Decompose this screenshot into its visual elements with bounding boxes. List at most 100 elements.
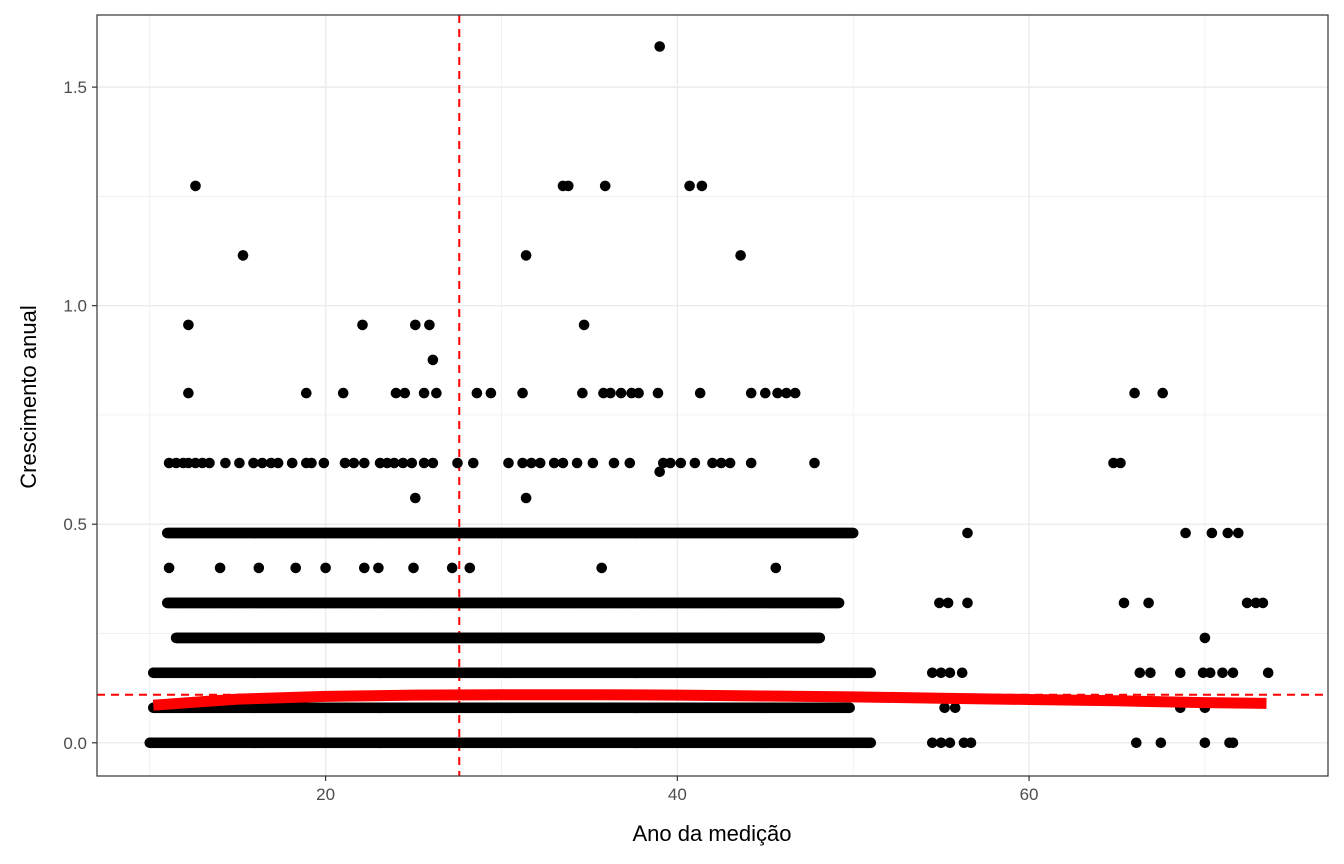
data-point: [1227, 737, 1239, 749]
data-point: [1115, 457, 1126, 469]
data-point: [599, 180, 611, 192]
data-point: [571, 457, 583, 469]
data-point: [427, 457, 439, 469]
data-point: [1199, 737, 1211, 749]
data-point: [163, 562, 175, 574]
data-point: [934, 597, 945, 609]
data-point: [696, 180, 708, 192]
data-point: [290, 562, 302, 574]
data-point: [935, 737, 947, 749]
reference-lines: [97, 15, 1328, 776]
data-point: [942, 597, 954, 609]
data-point: [399, 387, 411, 399]
data-point: [944, 667, 956, 679]
data-point: [760, 387, 771, 399]
data-point: [485, 387, 497, 399]
x-tick-label: 60: [1020, 785, 1039, 804]
data-point: [1206, 527, 1218, 539]
y-axis-title: Crescimento anual: [16, 305, 41, 488]
data-point: [1204, 667, 1216, 679]
plot-panel-border: [96, 14, 1329, 777]
data-point: [927, 667, 938, 679]
y-tick-label: 1.0: [63, 297, 87, 316]
data-point: [965, 737, 977, 749]
data-point: [234, 457, 245, 469]
data-point: [789, 387, 801, 399]
data-point: [596, 562, 607, 574]
data-point: [847, 527, 859, 539]
y-tick-label: 0.5: [63, 515, 87, 534]
data-point: [301, 387, 312, 399]
data-point: [1233, 527, 1244, 539]
data-point: [410, 319, 421, 331]
data-point: [781, 387, 792, 399]
data-point: [745, 387, 757, 399]
data-point: [684, 180, 695, 192]
data-point: [452, 457, 463, 469]
data-point: [1180, 527, 1191, 539]
data-point: [408, 562, 419, 574]
smooth-curve-layer: [152, 689, 1267, 711]
data-point: [652, 387, 664, 399]
data-point: [1157, 387, 1168, 399]
data-point: [237, 250, 249, 261]
data-point: [388, 457, 400, 469]
data-point: [286, 457, 298, 469]
data-point: [418, 387, 430, 399]
data-point: [357, 319, 368, 331]
data-point: [534, 457, 546, 469]
data-point: [320, 562, 331, 574]
data-point: [1129, 387, 1140, 399]
data-point: [390, 387, 402, 399]
data-point: [1222, 527, 1234, 539]
data-point: [654, 466, 665, 478]
data-point: [410, 492, 421, 504]
data-point: [927, 737, 938, 749]
data-point: [526, 457, 537, 469]
data-point: [956, 667, 968, 679]
data-point: [1131, 737, 1142, 749]
data-point: [183, 319, 194, 331]
data-point: [1262, 667, 1274, 679]
data-point: [373, 562, 384, 574]
data-point: [1241, 597, 1253, 609]
data-point: [633, 387, 644, 399]
data-point: [253, 562, 265, 574]
data-point: [770, 562, 782, 574]
data-point: [809, 457, 820, 469]
data-point: [318, 457, 330, 469]
data-point: [1199, 632, 1211, 644]
data-point: [745, 457, 757, 469]
data-point: [183, 387, 194, 399]
data-point: [865, 667, 877, 679]
data-point: [520, 250, 532, 261]
data-point: [348, 457, 360, 469]
data-point: [615, 387, 627, 399]
x-tick-label: 20: [316, 785, 335, 804]
plot-panel-background: [97, 15, 1328, 776]
data-point: [665, 457, 676, 469]
data-point: [624, 457, 636, 469]
data-point: [548, 457, 560, 469]
data-point: [694, 387, 706, 399]
y-axis: 0.00.51.01.5: [63, 78, 97, 753]
data-point: [962, 527, 973, 539]
data-point: [468, 457, 479, 469]
data-point: [248, 457, 259, 469]
data-point: [844, 702, 855, 714]
data-point: [608, 457, 620, 469]
x-axis-title: Ano da medição: [633, 821, 792, 846]
data-point: [1257, 597, 1269, 609]
data-point: [190, 180, 201, 192]
data-point: [814, 632, 826, 644]
data-point: [1134, 667, 1146, 679]
data-point: [214, 562, 226, 574]
y-tick-label: 0.0: [63, 734, 87, 753]
data-point: [1155, 737, 1167, 749]
data-point: [939, 702, 950, 714]
data-point: [962, 597, 973, 609]
data-point: [707, 457, 718, 469]
data-point: [772, 387, 783, 399]
data-point: [446, 562, 458, 574]
